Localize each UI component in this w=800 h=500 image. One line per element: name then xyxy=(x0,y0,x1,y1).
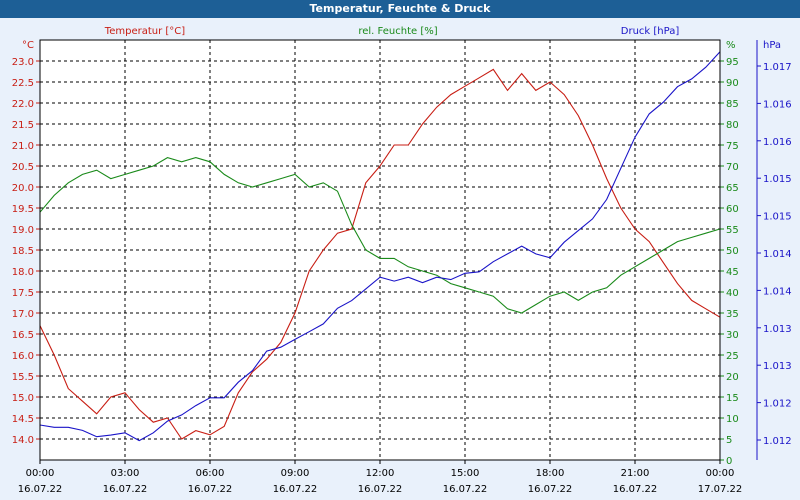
temperature-tick-label: 18.5 xyxy=(12,246,34,257)
humidity-tick-label: 35 xyxy=(726,309,739,320)
humidity-tick-label: 65 xyxy=(726,183,739,194)
pressure-tick-label: 1.016 xyxy=(763,137,792,148)
humidity-tick-label: 30 xyxy=(726,330,739,341)
x-tick-label-date: 17.07.22 xyxy=(698,484,743,495)
x-tick-label-time: 09:00 xyxy=(281,468,310,479)
x-tick-label-time: 00:00 xyxy=(26,468,55,479)
x-tick-label-time: 00:00 xyxy=(706,468,735,479)
humidity-tick-label: 10 xyxy=(726,414,739,425)
humidity-axis-label: rel. Feuchte [%] xyxy=(358,26,437,37)
x-tick-label-time: 03:00 xyxy=(111,468,140,479)
x-tick-label-time: 06:00 xyxy=(196,468,225,479)
humidity-tick-label: 40 xyxy=(726,288,739,299)
pressure-tick-label: 1.014 xyxy=(763,286,792,297)
temperature-tick-label: 19.0 xyxy=(12,225,34,236)
x-tick-label-date: 16.07.22 xyxy=(188,484,233,495)
pressure-tick-label: 1.013 xyxy=(763,361,792,372)
temperature-tick-label: 22.0 xyxy=(12,99,34,110)
temperature-tick-label: 20.0 xyxy=(12,183,34,194)
x-tick-label-date: 16.07.22 xyxy=(613,484,658,495)
pressure-tick-label: 1.012 xyxy=(763,399,792,410)
pressure-tick-label: 1.012 xyxy=(763,436,792,447)
temperature-tick-label: 23.0 xyxy=(12,57,34,68)
chart: 00:00 16.07.22 03:00 16.07.22 06:00 16.07.22 0… xyxy=(12,26,792,495)
x-tick-label-date: 16.07.22 xyxy=(103,484,148,495)
temperature-tick-label: 19.5 xyxy=(12,204,34,215)
x-tick-label-date: 16.07.22 xyxy=(528,484,573,495)
chart-title: Temperatur, Feuchte & Druck xyxy=(0,0,800,18)
humidity-series-line xyxy=(39,157,721,314)
x-tick-label-time: 12:00 xyxy=(366,468,395,479)
x-tick-label-date: 16.07.22 xyxy=(273,484,318,495)
humidity-tick-label: 45 xyxy=(726,267,739,278)
temperature-tick-label: 15.0 xyxy=(12,393,34,404)
pressure-axis-label: Druck [hPa] xyxy=(621,26,680,37)
temperature-tick-label: 22.5 xyxy=(12,78,34,89)
x-tick-label-time: 15:00 xyxy=(451,468,480,479)
plot-frame xyxy=(39,39,721,461)
humidity-tick-label: 50 xyxy=(726,246,739,257)
temperature-tick-label: 17.0 xyxy=(12,309,34,320)
pressure-tick-label: 1.013 xyxy=(763,324,792,335)
humidity-tick-label: 70 xyxy=(726,162,739,173)
temperature-tick-label: 15.5 xyxy=(12,372,34,383)
temperature-tick-label: 18.0 xyxy=(12,267,34,278)
temperature-tick-label: 20.5 xyxy=(12,162,34,173)
humidity-tick-label: 20 xyxy=(726,372,739,383)
pressure-unit: hPa xyxy=(763,40,781,51)
temperature-tick-label: 21.0 xyxy=(12,141,34,152)
humidity-tick-label: 25 xyxy=(726,351,739,362)
pressure-series-line xyxy=(39,51,721,442)
humidity-tick-label: 5 xyxy=(726,435,732,446)
temperature-unit: °C xyxy=(22,40,34,51)
temperature-tick-label: 14.5 xyxy=(12,414,34,425)
humidity-tick-label: 95 xyxy=(726,57,739,68)
x-tick-label-time: 18:00 xyxy=(536,468,565,479)
pressure-tick-label: 1.015 xyxy=(763,174,792,185)
humidity-tick-label: 15 xyxy=(726,393,739,404)
pressure-tick-label: 1.015 xyxy=(763,212,792,223)
humidity-tick-label: 0 xyxy=(726,456,732,467)
x-tick-label-date: 16.07.22 xyxy=(358,484,403,495)
pressure-tick-label: 1.016 xyxy=(763,99,792,110)
humidity-tick-label: 60 xyxy=(726,204,739,215)
x-tick-label-time: 21:00 xyxy=(621,468,650,479)
humidity-tick-label: 85 xyxy=(726,99,739,110)
x-tick-label-date: 16.07.22 xyxy=(18,484,63,495)
temperature-tick-label: 14.0 xyxy=(12,435,34,446)
temperature-tick-label: 17.5 xyxy=(12,288,34,299)
temperature-tick-label: 16.0 xyxy=(12,351,34,362)
temperature-tick-label: 21.5 xyxy=(12,120,34,131)
humidity-tick-label: 80 xyxy=(726,120,739,131)
humidity-tick-label: 90 xyxy=(726,78,739,89)
temperature-tick-label: 16.5 xyxy=(12,330,34,341)
humidity-tick-label: 55 xyxy=(726,225,739,236)
pressure-tick-label: 1.014 xyxy=(763,249,792,260)
temperature-series-line xyxy=(39,68,721,440)
x-tick-label-date: 16.07.22 xyxy=(443,484,488,495)
pressure-tick-label: 1.017 xyxy=(763,62,792,73)
humidity-tick-label: 75 xyxy=(726,141,739,152)
temperature-axis-label: Temperatur [°C] xyxy=(104,26,185,37)
humidity-unit: % xyxy=(726,40,736,51)
